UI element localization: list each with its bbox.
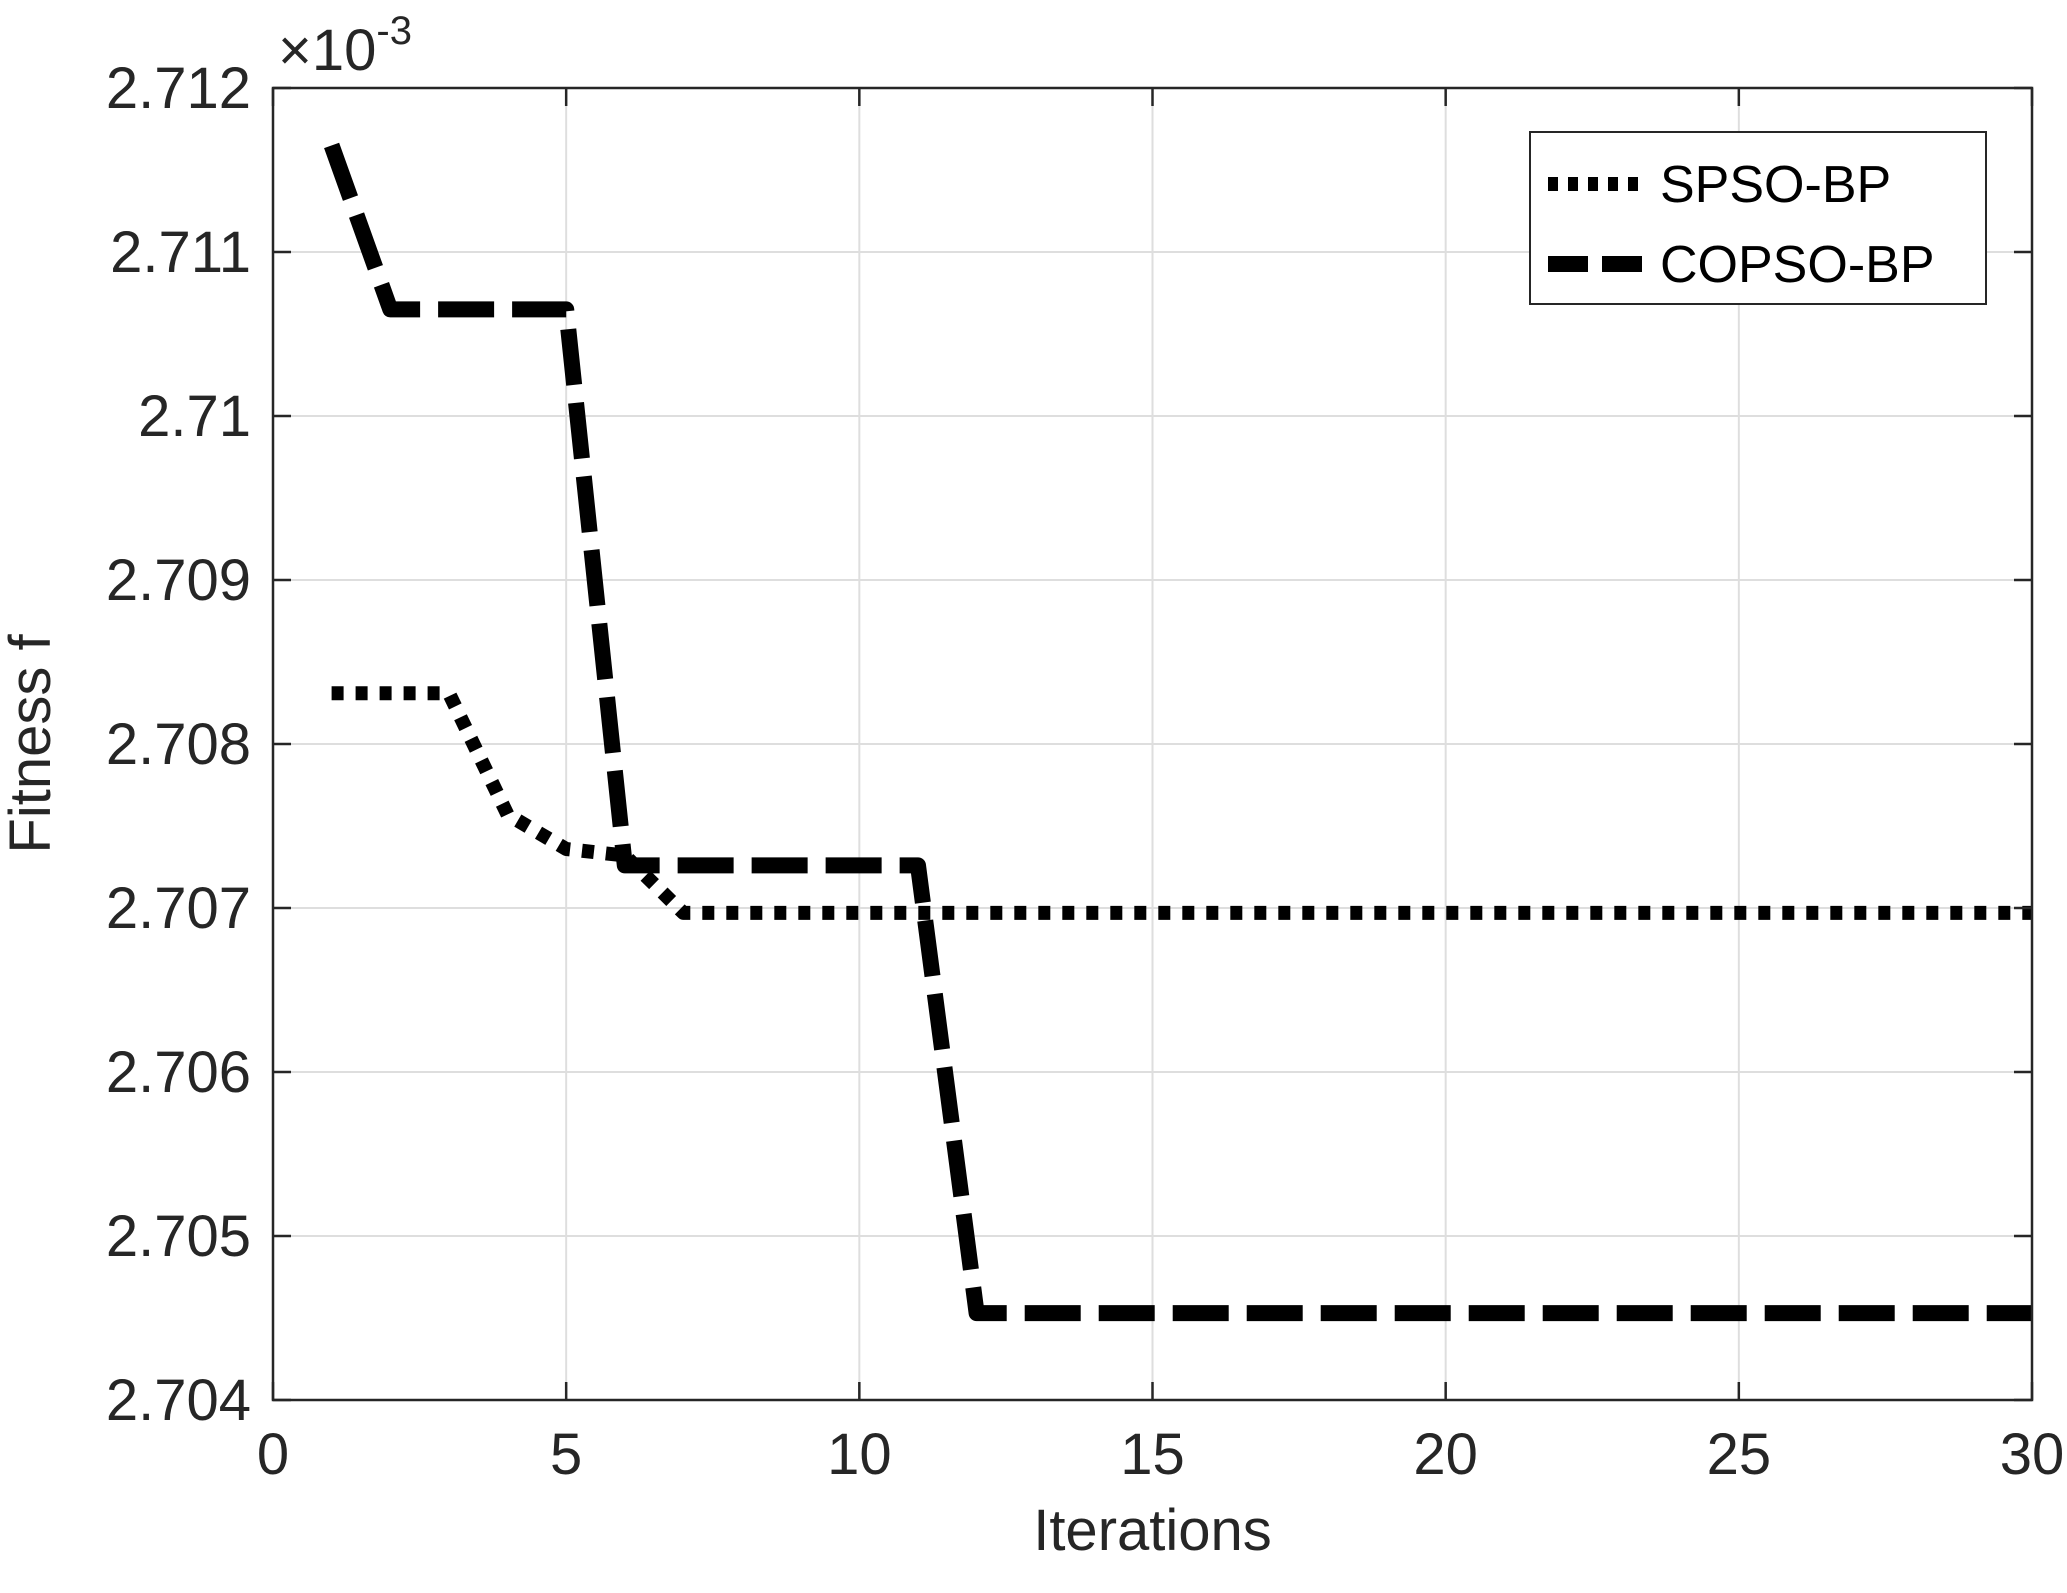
legend-label-copso-bp: COPSO-BP xyxy=(1660,236,1935,294)
y-axis-exponent-label: ×10-3 xyxy=(278,9,412,83)
x-tick-labels: 0 5 10 15 20 25 30 xyxy=(257,1422,2064,1487)
x-tick-label: 0 xyxy=(257,1422,289,1487)
series-line-copso-bp xyxy=(324,142,2032,1322)
y-axis-label: Fitness f xyxy=(0,634,63,854)
x-tick-label: 5 xyxy=(550,1422,582,1487)
series-line-spso-bp xyxy=(331,686,2032,920)
x-tick-label: 30 xyxy=(2000,1422,2065,1487)
exponent-power: -3 xyxy=(376,9,412,53)
y-tick-label: 2.706 xyxy=(106,1040,251,1105)
y-tick-labels: 2.704 2.705 2.706 2.707 2.708 2.709 2.71 2.711 2… xyxy=(106,56,251,1433)
legend: SPSO-BP COPSO-BP xyxy=(1529,131,1987,305)
y-tick-label: 2.708 xyxy=(106,712,251,777)
legend-label-spso-bp: SPSO-BP xyxy=(1660,156,1891,214)
y-tick-label: 2.707 xyxy=(106,876,251,941)
x-tick-label: 15 xyxy=(1120,1422,1185,1487)
y-tick-label: 2.709 xyxy=(106,548,251,613)
y-tick-label: 2.71 xyxy=(138,384,251,449)
y-tick-label: 2.711 xyxy=(110,220,251,285)
x-tick-label: 10 xyxy=(827,1422,892,1487)
legend-box xyxy=(1529,131,1987,305)
exponent-prefix: ×10 xyxy=(278,18,376,83)
x-axis-label: Iterations xyxy=(1033,1498,1272,1563)
y-tick-label: 2.705 xyxy=(106,1204,251,1269)
series-lines xyxy=(324,142,2032,1322)
x-tick-label: 20 xyxy=(1413,1422,1478,1487)
y-tick-label: 2.704 xyxy=(106,1368,251,1433)
x-tick-label: 25 xyxy=(1707,1422,1772,1487)
tick-marks xyxy=(271,86,2034,1402)
y-tick-label: 2.712 xyxy=(106,56,251,121)
